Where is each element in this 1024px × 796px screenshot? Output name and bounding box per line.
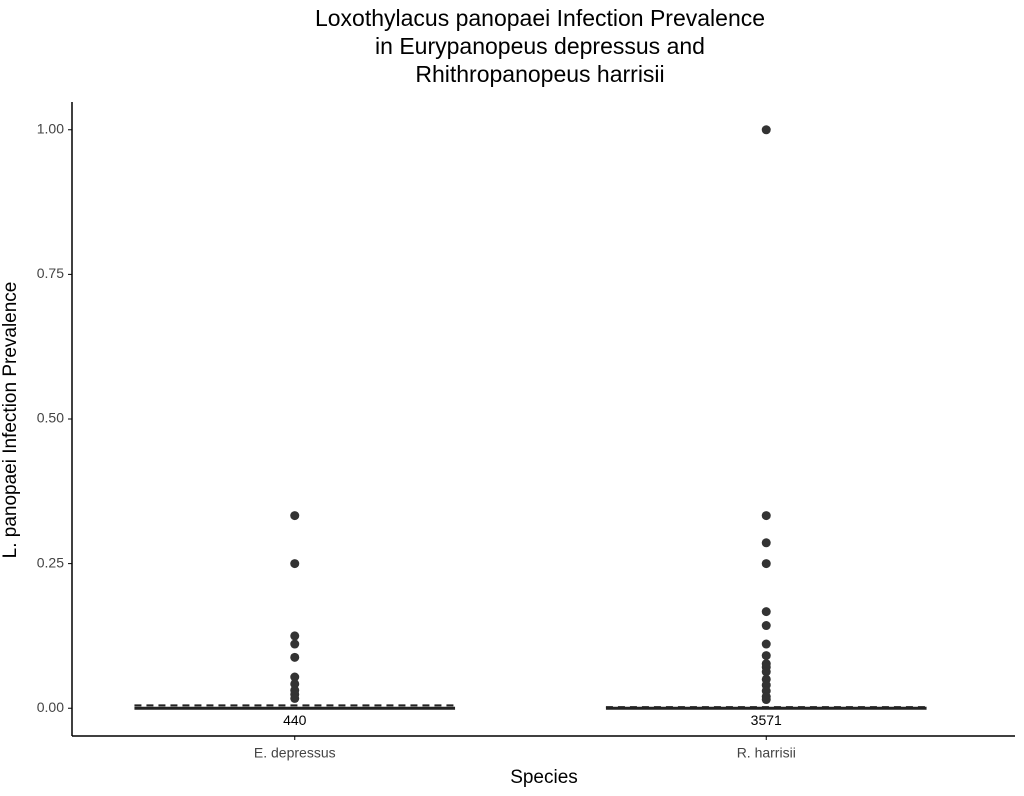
outlier (290, 679, 300, 689)
y-tick-label: 0.00 (37, 699, 64, 715)
chart-title: Loxothylacus panopaei Infection Prevalen… (315, 5, 765, 31)
outlier (761, 125, 771, 135)
count-label: 440 (283, 712, 307, 728)
y-tick-label: 1.00 (37, 120, 64, 136)
chart-title: in Eurypanopeus depressus and (375, 33, 705, 59)
outlier (290, 631, 300, 641)
outlier (761, 511, 771, 521)
y-tick-label: 0.25 (37, 554, 64, 570)
y-axis-title: L. panopaei Infection Prevalence (0, 282, 21, 559)
outlier (761, 651, 771, 661)
outlier (761, 607, 771, 617)
outlier (290, 693, 300, 703)
x-axis-title: Species (510, 767, 578, 788)
count-label: 3571 (751, 712, 782, 728)
outlier (290, 511, 300, 521)
chart-title: Rhithropanopeus harrisii (415, 61, 664, 87)
title: Loxothylacus panopaei Infection Prevalen… (315, 5, 765, 87)
x-tick-label: R. harrisii (737, 745, 796, 761)
outlier (761, 559, 771, 569)
outlier (761, 639, 771, 649)
outlier (761, 667, 771, 677)
outlier (761, 538, 771, 548)
outlier (761, 621, 771, 631)
y-tick-label: 0.75 (37, 265, 64, 281)
y-tick-label: 0.50 (37, 410, 64, 426)
outlier (761, 695, 771, 705)
outlier (290, 672, 300, 682)
outlier (290, 639, 300, 649)
outlier (290, 559, 300, 569)
outlier (290, 652, 300, 662)
x-tick-label: E. depressus (254, 745, 336, 761)
